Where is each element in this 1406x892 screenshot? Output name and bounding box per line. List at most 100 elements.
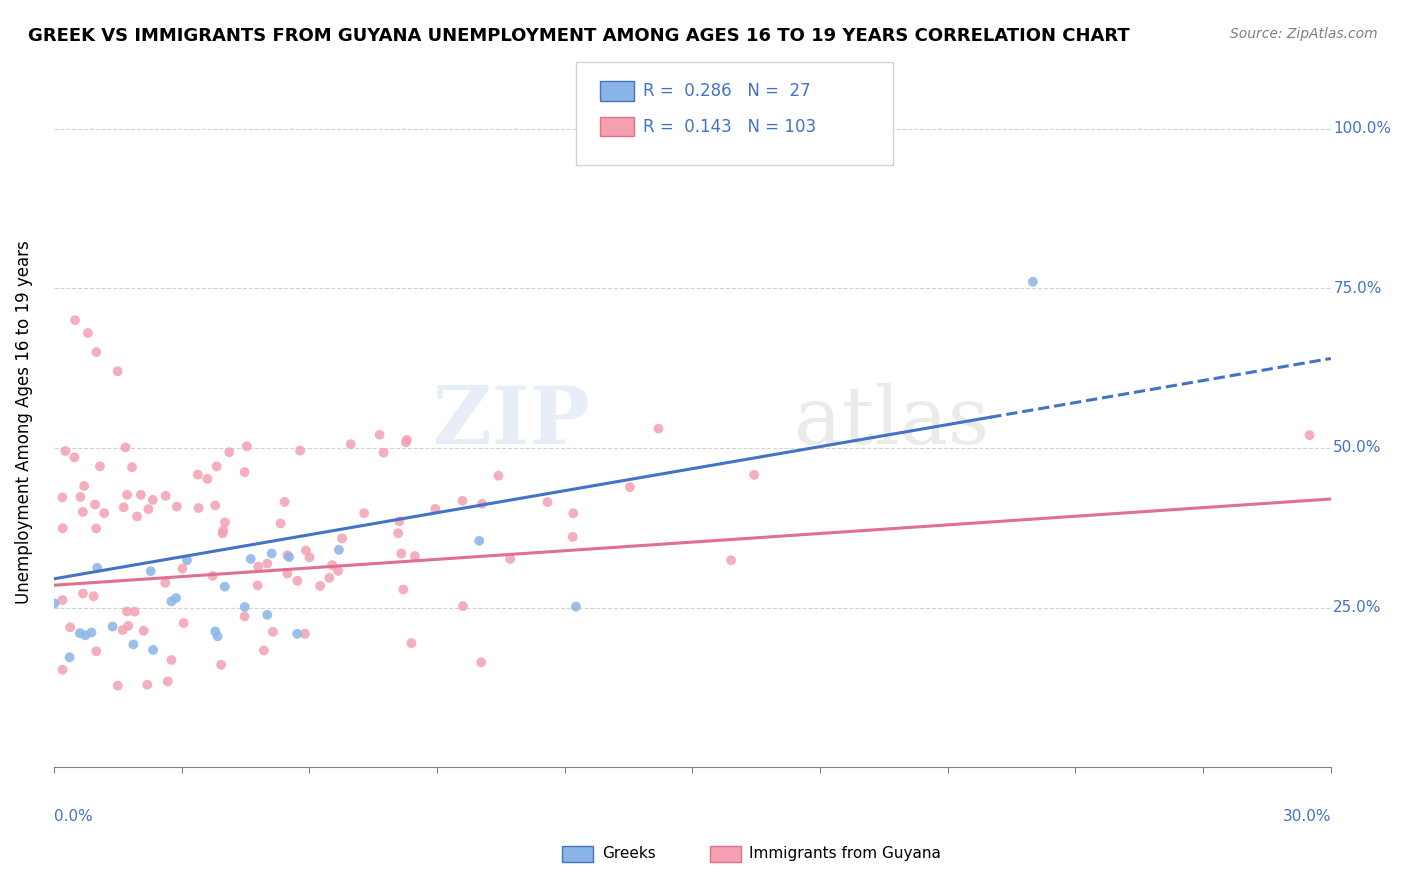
Point (720, 553, 742, 567)
Point (309, 579, 332, 593)
Y-axis label: Unemployment Among Ages 16 to 19 years: Unemployment Among Ages 16 to 19 years (15, 241, 32, 604)
Point (353, 506, 375, 520)
Point (52, 663, 75, 677)
Point (187, 467, 209, 482)
Point (562, 506, 585, 520)
Point (253, 643, 276, 657)
Point (172, 561, 194, 575)
Point (115, 604, 138, 618)
Point (176, 553, 198, 567)
Point (84, 498, 107, 512)
Point (72, 586, 94, 600)
Point (75, 628, 97, 642)
Point (703, 121, 725, 136)
Point (112, 500, 135, 515)
Point (647, 422, 669, 436)
Point (44, 596, 66, 610)
Text: 100.0%: 100.0% (1333, 121, 1392, 136)
Point (233, 609, 256, 624)
Point (209, 657, 232, 672)
Point (218, 445, 240, 459)
Point (160, 594, 183, 608)
Point (165, 591, 187, 605)
Point (51, 593, 73, 607)
Point (211, 526, 233, 541)
Point (205, 459, 228, 474)
Point (69, 626, 91, 640)
Point (276, 566, 298, 581)
Point (318, 571, 340, 585)
Point (260, 547, 283, 561)
Point (270, 516, 292, 531)
Point (138, 502, 160, 516)
Point (139, 564, 162, 578)
Text: ZIP: ZIP (433, 384, 591, 461)
Point (58, 650, 80, 665)
Point (101, 619, 124, 633)
Point (212, 524, 235, 538)
Point (201, 569, 224, 583)
Point (204, 624, 226, 639)
Point (111, 623, 134, 637)
Point (425, 501, 447, 516)
Point (1022, 275, 1045, 289)
Point (451, 493, 474, 508)
Point (295, 543, 318, 558)
Point (156, 674, 179, 689)
Point (173, 615, 195, 630)
Point (246, 578, 269, 592)
Point (285, 627, 308, 641)
Point (155, 489, 177, 503)
Point (278, 550, 301, 565)
Point (256, 607, 278, 622)
Point (214, 516, 236, 530)
Point (388, 514, 411, 528)
Point (285, 574, 308, 588)
Point (115, 488, 138, 502)
Point (73, 479, 96, 493)
Point (114, 441, 136, 455)
Point (326, 564, 349, 578)
Point (129, 488, 152, 502)
Point (298, 550, 321, 565)
Point (107, 364, 129, 378)
Point (471, 497, 494, 511)
Point (262, 624, 284, 639)
Point (488, 468, 510, 483)
Point (124, 605, 146, 619)
Point (80, 625, 103, 640)
Point (117, 619, 139, 633)
Point (204, 499, 226, 513)
Point (195, 472, 218, 486)
Point (468, 533, 491, 548)
Point (72, 505, 94, 519)
Text: 50.0%: 50.0% (1333, 441, 1382, 456)
Point (63, 450, 86, 465)
Point (86, 345, 108, 359)
Point (321, 558, 343, 573)
Point (288, 443, 311, 458)
Point (77, 326, 100, 340)
Point (166, 500, 188, 514)
Point (273, 495, 295, 509)
Point (239, 552, 262, 566)
Text: GREEK VS IMMIGRANTS FROM GUYANA UNEMPLOYMENT AMONG AGES 16 TO 19 YEARS CORRELATI: GREEK VS IMMIGRANTS FROM GUYANA UNEMPLOY… (28, 27, 1130, 45)
Point (389, 547, 412, 561)
Point (86, 561, 108, 575)
Point (160, 653, 183, 667)
Point (214, 580, 236, 594)
Point (401, 636, 423, 650)
Point (565, 599, 588, 614)
Point (233, 465, 256, 479)
Point (84, 521, 107, 535)
Point (561, 530, 583, 544)
Point (330, 532, 353, 546)
Text: Immigrants from Guyana: Immigrants from Guyana (749, 847, 941, 861)
Point (395, 433, 418, 447)
Text: 30.0%: 30.0% (1282, 809, 1331, 823)
Point (83, 589, 105, 603)
Point (395, 435, 418, 450)
Point (63, 313, 86, 327)
Text: R =  0.143   N = 103: R = 0.143 N = 103 (643, 118, 815, 136)
Point (142, 492, 165, 507)
